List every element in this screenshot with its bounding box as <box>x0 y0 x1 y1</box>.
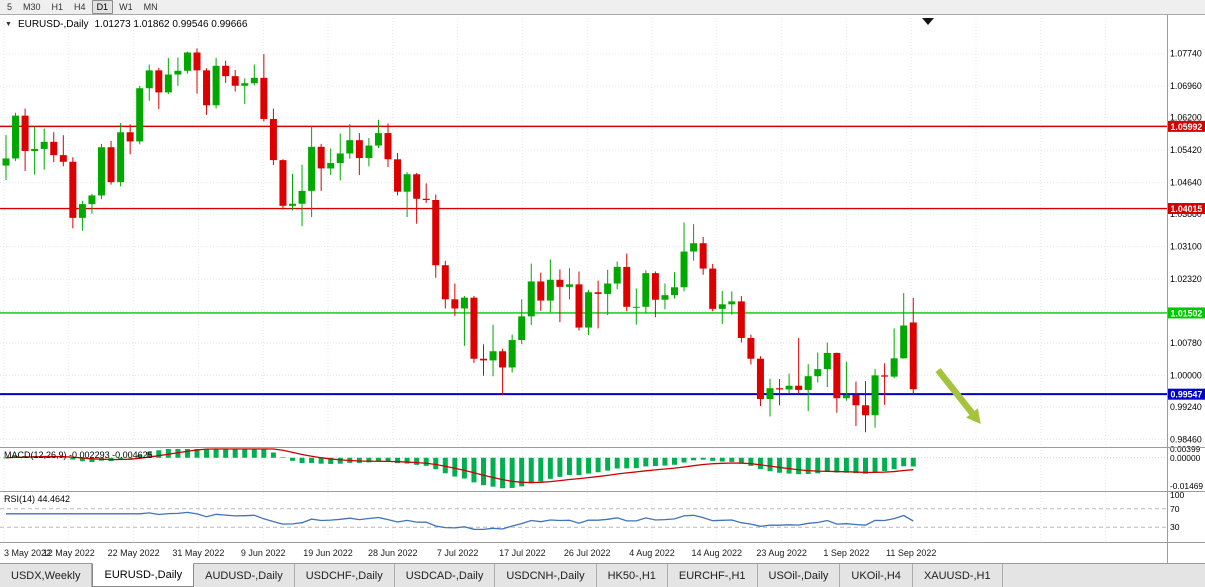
svg-text:1.01502: 1.01502 <box>1171 308 1203 318</box>
tab-usdcnh-daily[interactable]: USDCNH-,Daily <box>495 564 597 587</box>
timeframe-button-h4[interactable]: H4 <box>74 2 86 12</box>
symbol-tabbar: USDX,Weekly EURUSD-,Daily AUDUSD-,Daily USD… <box>0 563 1205 587</box>
svg-text:22 May 2022: 22 May 2022 <box>108 548 160 558</box>
tab-usdx-weekly[interactable]: USDX,Weekly <box>0 564 93 587</box>
svg-text:4 Aug 2022: 4 Aug 2022 <box>629 548 675 558</box>
price-chart-canvas[interactable]: 1.07740 1.06960 1.06200 1.05420 1.04640 1.038… <box>0 15 1205 563</box>
svg-text:1.06200: 1.06200 <box>1170 113 1202 123</box>
svg-text:26 Jul 2022: 26 Jul 2022 <box>564 548 611 558</box>
svg-text:0.00000: 0.00000 <box>1170 453 1201 463</box>
chart-symbol-label: EURUSD-,Daily <box>17 19 89 30</box>
rsi-name: RSI(14) <box>4 494 36 504</box>
svg-text:1.04015: 1.04015 <box>1171 204 1203 214</box>
chart-title: ▼ EURUSD-,Daily 1.01273 1.01862 0.99546 … <box>5 19 247 30</box>
rsi-indicator-label: RSI(14) 44.4642 <box>4 494 70 504</box>
timeframe-button-w1[interactable]: W1 <box>119 2 133 12</box>
svg-text:100: 100 <box>1170 490 1185 500</box>
svg-text:1.03100: 1.03100 <box>1170 242 1202 252</box>
timeframe-toolbar: 5 M30 H1 H4 D1 W1 MN <box>0 0 1205 15</box>
svg-text:12 May 2022: 12 May 2022 <box>43 548 95 558</box>
macd-values: -0.002293 -0.004625 <box>69 450 153 460</box>
tab-usdchf-daily[interactable]: USDCHF-,Daily <box>295 564 395 587</box>
tab-usoil-daily[interactable]: USOil-,Daily <box>758 564 841 587</box>
svg-text:28 Jun 2022: 28 Jun 2022 <box>368 548 418 558</box>
timeframe-button-mn[interactable]: MN <box>143 2 158 12</box>
tab-ukoil-h4[interactable]: UKOil-,H4 <box>840 564 913 587</box>
svg-text:1.07740: 1.07740 <box>1170 49 1202 59</box>
svg-text:1.06960: 1.06960 <box>1170 81 1202 91</box>
timeframe-button-m30[interactable]: M30 <box>23 2 41 12</box>
tab-audusd-daily[interactable]: AUDUSD-,Daily <box>194 564 295 587</box>
svg-text:1.05420: 1.05420 <box>1170 145 1202 155</box>
svg-text:11 Sep 2022: 11 Sep 2022 <box>886 548 936 558</box>
svg-text:1.03880: 1.03880 <box>1170 209 1202 219</box>
svg-text:0.98460: 0.98460 <box>1170 434 1202 444</box>
sell-arrow-annotation-head <box>966 408 981 424</box>
timeframe-button-5[interactable]: 5 <box>7 2 13 12</box>
svg-text:9 Jun 2022: 9 Jun 2022 <box>241 548 286 558</box>
axis-price-tag <box>1168 388 1205 400</box>
svg-text:0.99240: 0.99240 <box>1170 402 1202 412</box>
timeframe-button-h1[interactable]: H1 <box>51 2 64 12</box>
tab-xauusd-h1[interactable]: XAUUSD-,H1 <box>913 564 1003 587</box>
svg-text:31 May 2022: 31 May 2022 <box>172 548 224 558</box>
chart-dropdown-icon[interactable]: ▼ <box>5 21 12 28</box>
svg-text:0.00399: 0.00399 <box>1170 444 1201 454</box>
timeframe-button-d1[interactable]: D1 <box>91 0 114 14</box>
svg-text:17 Jul 2022: 17 Jul 2022 <box>499 548 546 558</box>
chart-area[interactable]: 1.07740 1.06960 1.06200 1.05420 1.04640 1.038… <box>0 15 1205 563</box>
sell-arrow-annotation[interactable] <box>935 367 975 416</box>
svg-text:7 Jul 2022: 7 Jul 2022 <box>437 548 479 558</box>
svg-text:1.00780: 1.00780 <box>1170 338 1202 348</box>
axis-price-tag <box>1168 307 1205 319</box>
rsi-value: 44.4642 <box>37 494 71 504</box>
axis-price-tag <box>1168 203 1205 215</box>
tab-eurusd-daily[interactable]: EURUSD-,Daily <box>92 563 195 587</box>
tab-eurchf-h1[interactable]: EURCHF-,H1 <box>668 564 758 587</box>
macd-indicator-label: MACD(12,26,9) -0.002293 -0.004625 <box>4 450 153 460</box>
svg-text:30: 30 <box>1170 522 1180 532</box>
svg-text:23 Aug 2022: 23 Aug 2022 <box>756 548 807 558</box>
svg-text:70: 70 <box>1170 504 1180 514</box>
svg-text:1.02320: 1.02320 <box>1170 274 1202 284</box>
chart-ohlc-values: 1.01273 1.01862 0.99546 0.99666 <box>94 19 248 30</box>
svg-text:1.04640: 1.04640 <box>1170 178 1202 188</box>
chart-shift-marker-icon <box>922 18 934 25</box>
svg-text:-0.01469: -0.01469 <box>1170 481 1203 491</box>
axis-price-tag <box>1168 120 1205 132</box>
svg-text:14 Aug 2022: 14 Aug 2022 <box>692 548 743 558</box>
tab-hk50-h1[interactable]: HK50-,H1 <box>597 564 668 587</box>
svg-text:19 Jun 2022: 19 Jun 2022 <box>303 548 353 558</box>
tab-usdcad-daily[interactable]: USDCAD-,Daily <box>395 564 496 587</box>
svg-text:1 Sep 2022: 1 Sep 2022 <box>823 548 869 558</box>
macd-name: MACD(12,26,9) <box>4 450 67 460</box>
svg-text:0.99547: 0.99547 <box>1171 390 1203 400</box>
svg-text:1.05992: 1.05992 <box>1171 122 1203 132</box>
svg-text:3 May 2022: 3 May 2022 <box>4 548 51 558</box>
svg-text:1.00000: 1.00000 <box>1170 370 1202 380</box>
